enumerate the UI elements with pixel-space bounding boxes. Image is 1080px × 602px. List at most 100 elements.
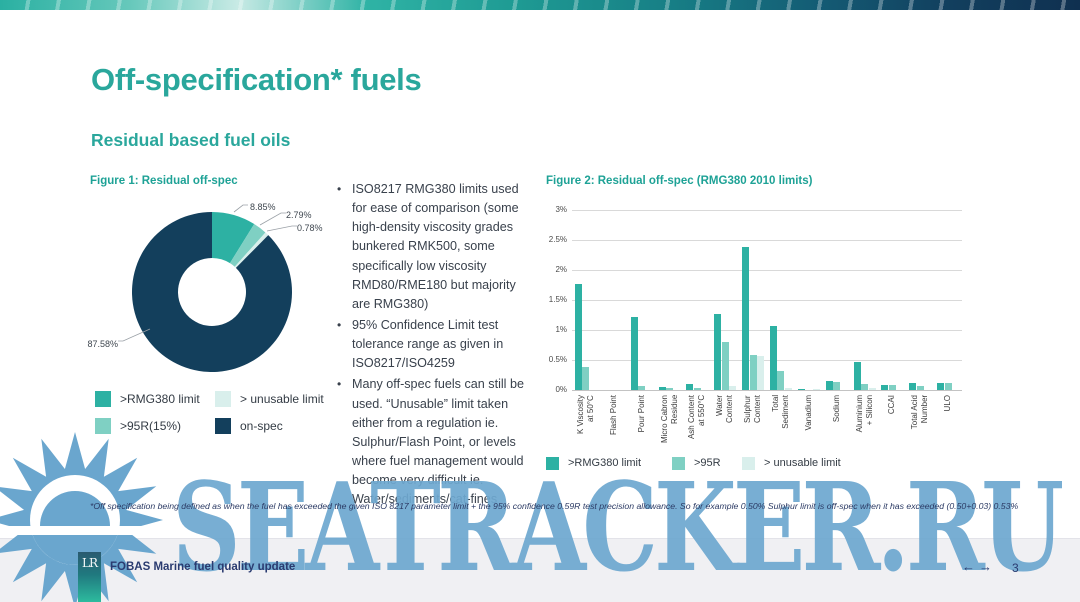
section-subtitle: Residual based fuel oils: [91, 130, 291, 150]
legend-swatch: [95, 391, 111, 407]
gridline: [572, 210, 962, 211]
footnote: *Off specification being defined as when…: [90, 501, 1019, 511]
bar: [658, 387, 666, 390]
x-axis-label: Sulphur Content: [743, 395, 763, 423]
footer-title: FOBAS Marine fuel quality update: [110, 561, 296, 573]
legend-label: >RMG380 limit: [120, 392, 200, 406]
bar: [853, 362, 861, 390]
x-axis-label-text: ULO: [943, 395, 953, 412]
gridline: [572, 390, 962, 391]
x-axis-label: Total Sediment: [771, 395, 791, 429]
bar: [784, 388, 792, 390]
legend-swatch: [672, 457, 685, 470]
x-axis-label: ULO: [943, 395, 953, 411]
prev-arrow-icon[interactable]: ←: [962, 559, 975, 574]
bar: [686, 384, 694, 390]
watermark-text: SEATRACKER.RU: [172, 455, 1064, 599]
x-axis-label: K Viscosity at 50°C: [576, 395, 596, 434]
x-axis-label-text: Total Sediment: [770, 395, 790, 429]
x-axis-label: Aluminium + Silicon: [855, 395, 875, 432]
x-axis-label-text: CCAI: [887, 395, 897, 415]
bar: [749, 355, 757, 390]
donut-chart: [118, 204, 297, 372]
footer-band: [0, 538, 1080, 602]
bullet-item: 95% Confidence Limit test tolerance rang…: [335, 316, 527, 373]
bar: [833, 382, 841, 390]
x-axis-label-text: Flash Point: [608, 395, 618, 436]
x-axis-label-text: Pour Point: [636, 395, 646, 433]
legend-label: on-spec: [240, 419, 283, 433]
bar: [574, 284, 582, 390]
y-axis-tick: 1%: [555, 325, 567, 334]
bar: [944, 383, 952, 390]
donut-slice: [132, 212, 292, 372]
bar: [909, 383, 917, 390]
sun-dome: [40, 491, 110, 526]
x-axis-label-text: Sodium: [831, 395, 841, 423]
bar: [861, 384, 868, 390]
bullet-item: Many off-spec fuels can still be used. “…: [335, 375, 527, 509]
bar: [881, 385, 889, 390]
bar: [937, 383, 945, 390]
gridline: [572, 360, 962, 361]
bar: [825, 381, 833, 390]
x-axis-label: Flash Point: [609, 395, 619, 435]
legend-label: >RMG380 limit: [568, 457, 642, 469]
y-axis-tick: 0.5%: [548, 355, 567, 364]
bar: [812, 389, 820, 390]
bar: [630, 316, 638, 390]
legend-swatch: [215, 391, 231, 407]
donut-label: 0.78%: [297, 223, 323, 233]
y-axis-tick: 2%: [555, 265, 567, 274]
x-axis-label-text: Vanadium: [803, 395, 813, 431]
donut-leader-line: [118, 328, 151, 342]
x-axis-label-text: Ash Content at 550°C: [687, 395, 707, 440]
legend-swatch: [546, 457, 559, 470]
donut-slice: [234, 232, 269, 268]
legend-label: >95R: [694, 457, 721, 469]
next-arrow-icon[interactable]: →: [979, 559, 992, 574]
bar: [693, 387, 701, 390]
y-axis-tick: 2.5%: [548, 235, 567, 244]
legend-label: > unusable limit: [764, 457, 841, 469]
bar: [742, 246, 750, 390]
bar: [638, 386, 646, 390]
bullet-item: ISO8217 RMG380 limits used for ease of c…: [335, 180, 527, 314]
x-axis-label-text: Total Acid Number: [910, 395, 930, 430]
page-number: 3: [1012, 561, 1019, 575]
x-axis-label-text: Sulphur Content: [743, 395, 763, 424]
gridline: [572, 240, 962, 241]
x-axis-label: Vanadium: [804, 395, 814, 430]
x-axis-label-text: Aluminium + Silicon: [854, 395, 874, 433]
x-axis-label: Sodium: [832, 395, 842, 422]
x-axis-label: CCAI: [887, 395, 897, 414]
x-axis-label-text: K Viscosity at 50°C: [575, 395, 595, 434]
y-axis-tick: 3%: [555, 205, 567, 214]
bar-chart: 0% 0.5% 1% 1.5% 2% 2.5% 3% K Viscosity at 50°C F…: [540, 200, 1000, 485]
gridline: [572, 300, 962, 301]
page-title: Off-specification* fuels: [91, 62, 422, 97]
x-axis-label-text: Micro Cabron Residue: [659, 395, 679, 444]
gridline: [572, 270, 962, 271]
figure1-caption: Figure 1: Residual off-spec: [90, 175, 238, 187]
bar: [721, 342, 729, 390]
lr-logo-monogram: LR: [81, 556, 98, 570]
donut-label: 8.85%: [250, 202, 276, 212]
bullet-list: ISO8217 RMG380 limits used for ease of c…: [335, 180, 527, 511]
legend-label: >95R(15%): [120, 419, 182, 433]
bar: [888, 385, 896, 390]
bar: [868, 387, 876, 390]
sun-horizon-gap: [0, 526, 175, 535]
bar: [757, 355, 765, 390]
bar: [714, 313, 722, 390]
x-axis-label: Micro Cabron Residue: [660, 395, 680, 443]
gridline: [572, 330, 962, 331]
lr-logo: LR: [78, 552, 101, 602]
x-axis-label: Ash Content at 550°C: [687, 395, 707, 439]
x-axis-label-text: Water Content: [715, 395, 735, 424]
y-axis-tick: 1.5%: [548, 295, 567, 304]
y-axis-tick: 0%: [555, 385, 567, 394]
bar: [769, 325, 777, 390]
x-axis-label: Water Content: [715, 395, 735, 423]
